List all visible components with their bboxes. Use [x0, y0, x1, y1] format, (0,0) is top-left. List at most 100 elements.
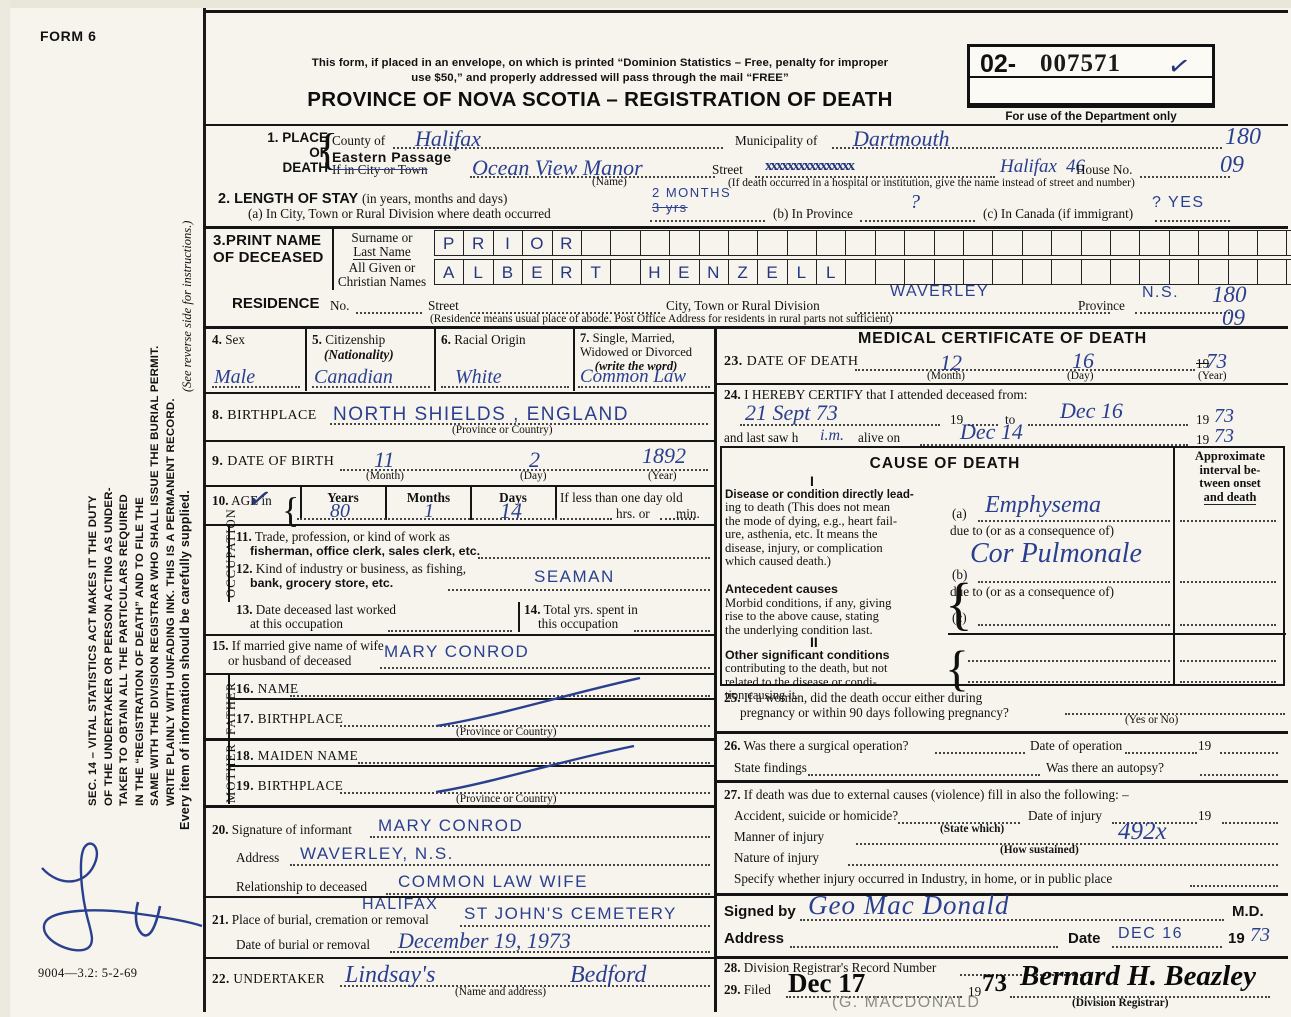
- sec1-margin-code-top: 180: [1225, 124, 1261, 150]
- name-grid-cell[interactable]: [757, 259, 787, 285]
- signature-address-dotline: [790, 946, 1058, 948]
- name-grid-cell[interactable]: [1021, 259, 1052, 285]
- name-grid-cell[interactable]: [551, 230, 581, 256]
- name-grid-cell[interactable]: [727, 230, 758, 256]
- name-grid-cell[interactable]: [874, 259, 905, 285]
- name-grid-cell[interactable]: [1139, 259, 1169, 285]
- sec7-label: 7. Single, Married, Widowed or Divorced …: [580, 331, 692, 373]
- name-grid-cell[interactable]: [639, 230, 670, 256]
- sec20-address-value: WAVERLEY, N.S.: [300, 844, 454, 863]
- name-grid-cell[interactable]: [1227, 230, 1257, 256]
- sec6-7-divider: [573, 328, 575, 391]
- name-grid-cell[interactable]: [522, 230, 552, 256]
- name-grid-cell[interactable]: [551, 259, 581, 285]
- name-grid-cell[interactable]: [610, 230, 640, 256]
- rule-sec26-top: [716, 731, 1288, 734]
- name-grid-cell[interactable]: [963, 259, 993, 285]
- name-grid-cell[interactable]: [904, 259, 934, 285]
- name-grid-cell[interactable]: [610, 259, 640, 285]
- name-grid-cell[interactable]: [816, 230, 846, 256]
- sec24-lastsaw-pronoun: i.m.: [820, 427, 844, 444]
- name-grid-cell[interactable]: [580, 259, 611, 285]
- cause-ant-l2: rise to the above cause, stating: [725, 609, 879, 624]
- cause-a-label: (a): [952, 506, 967, 521]
- name-grid-cell[interactable]: [1198, 259, 1228, 285]
- sec23-label-text: DATE OF DEATH: [746, 354, 859, 369]
- given-name-grid[interactable]: [434, 259, 1291, 285]
- name-grid-cell[interactable]: [727, 259, 758, 285]
- sec24-lastsaw-date: Dec 14: [960, 419, 1023, 444]
- sec4-number: 4.: [212, 332, 222, 347]
- sec23-year-caption: (Year): [1198, 370, 1227, 382]
- name-grid-cell[interactable]: [933, 230, 964, 256]
- residence-province-label: Province: [1078, 298, 1125, 313]
- sec11-label: 11. Trade, profession, or kind of work a…: [236, 530, 480, 559]
- name-grid-cell[interactable]: [492, 259, 523, 285]
- name-grid-cell[interactable]: [434, 259, 464, 285]
- name-grid-cell[interactable]: [992, 259, 1022, 285]
- name-grid-cell[interactable]: [669, 259, 699, 285]
- sec13-14-divider: [518, 602, 520, 632]
- name-grid-cell[interactable]: [992, 230, 1022, 256]
- residence-caption: (Residence means usual place of abode. P…: [430, 313, 893, 325]
- sec15-number: 15.: [212, 638, 229, 653]
- sec9-dotline: [340, 469, 708, 471]
- name-grid-cell[interactable]: [698, 230, 728, 256]
- sec6-label: 6. Racial Origin: [441, 332, 526, 348]
- name-grid-cell[interactable]: [580, 230, 611, 256]
- name-grid-cell[interactable]: [757, 230, 787, 256]
- sec22-label: 22. UNDERTAKER: [212, 971, 325, 987]
- interval-header-l4: and death: [1203, 489, 1257, 505]
- cause-b-dotline: [978, 581, 1170, 583]
- name-grid-cell[interactable]: [1080, 230, 1110, 256]
- name-grid-cell[interactable]: [1021, 230, 1052, 256]
- cause-p1-l2: the mode of dying, e.g., heart fail-: [725, 513, 898, 528]
- name-grid-cell[interactable]: [1198, 230, 1228, 256]
- name-grid-cell[interactable]: [786, 259, 817, 285]
- name-grid-cell[interactable]: [698, 259, 728, 285]
- sec13-label-l1: Date deceased last worked: [255, 602, 397, 617]
- name-grid-cell[interactable]: [874, 230, 905, 256]
- city-town-override: Eastern Passage: [332, 149, 452, 165]
- name-grid-cell[interactable]: [816, 259, 846, 285]
- name-grid-cell[interactable]: [845, 230, 875, 256]
- sec15-label-l2: or husband of deceased: [228, 653, 352, 668]
- surname-grid[interactable]: [434, 230, 1291, 256]
- name-grid-cell[interactable]: [463, 259, 493, 285]
- name-grid-cell[interactable]: [1109, 230, 1140, 256]
- name-grid-cell[interactable]: [845, 259, 875, 285]
- rule-signature-top: [716, 893, 1288, 896]
- name-grid-cell[interactable]: [669, 230, 699, 256]
- name-grid-cell[interactable]: [1256, 230, 1287, 256]
- name-grid-letter: I: [505, 234, 510, 253]
- street-struck-value: xxxxxxxxxxxxxxxx: [765, 158, 855, 174]
- name-grid-cell[interactable]: [1286, 259, 1291, 285]
- surname-label-l2: Last Name: [353, 244, 411, 260]
- sec12-number: 12.: [236, 561, 253, 576]
- name-grid-cell[interactable]: [933, 259, 964, 285]
- name-grid-cell[interactable]: [963, 230, 993, 256]
- name-grid-cell[interactable]: [1256, 259, 1287, 285]
- name-grid-cell[interactable]: [1168, 259, 1199, 285]
- name-grid-cell[interactable]: [1139, 230, 1169, 256]
- name-grid-cell[interactable]: [1080, 259, 1110, 285]
- name-grid-cell[interactable]: [1051, 259, 1081, 285]
- name-grid-cell[interactable]: [639, 259, 670, 285]
- cause-a-interval-dotline: [1180, 520, 1276, 522]
- name-grid-cell[interactable]: [463, 230, 493, 256]
- name-grid-cell[interactable]: [1227, 259, 1257, 285]
- name-grid-cell[interactable]: [1286, 230, 1291, 256]
- name-grid-cell[interactable]: [904, 230, 934, 256]
- name-grid-cell[interactable]: [1051, 230, 1081, 256]
- name-grid-cell[interactable]: [434, 230, 464, 256]
- name-grid-cell[interactable]: [522, 259, 552, 285]
- signature-date-year-prefix: 19: [1228, 930, 1245, 947]
- name-grid-cell[interactable]: [492, 230, 523, 256]
- name-grid-cell[interactable]: [786, 230, 817, 256]
- sec8-label-text: BIRTHPLACE: [227, 408, 317, 423]
- paper-edge-top: [0, 0, 1291, 8]
- statute-line: TAKER TO OBTAIN ALL THE PARTICULARS REQU…: [118, 493, 131, 806]
- name-grid-cell[interactable]: [1109, 259, 1140, 285]
- name-grid-cell[interactable]: [1168, 230, 1199, 256]
- sec24-label-text: I HEREBY CERTIFY that I attended decease…: [744, 387, 1028, 402]
